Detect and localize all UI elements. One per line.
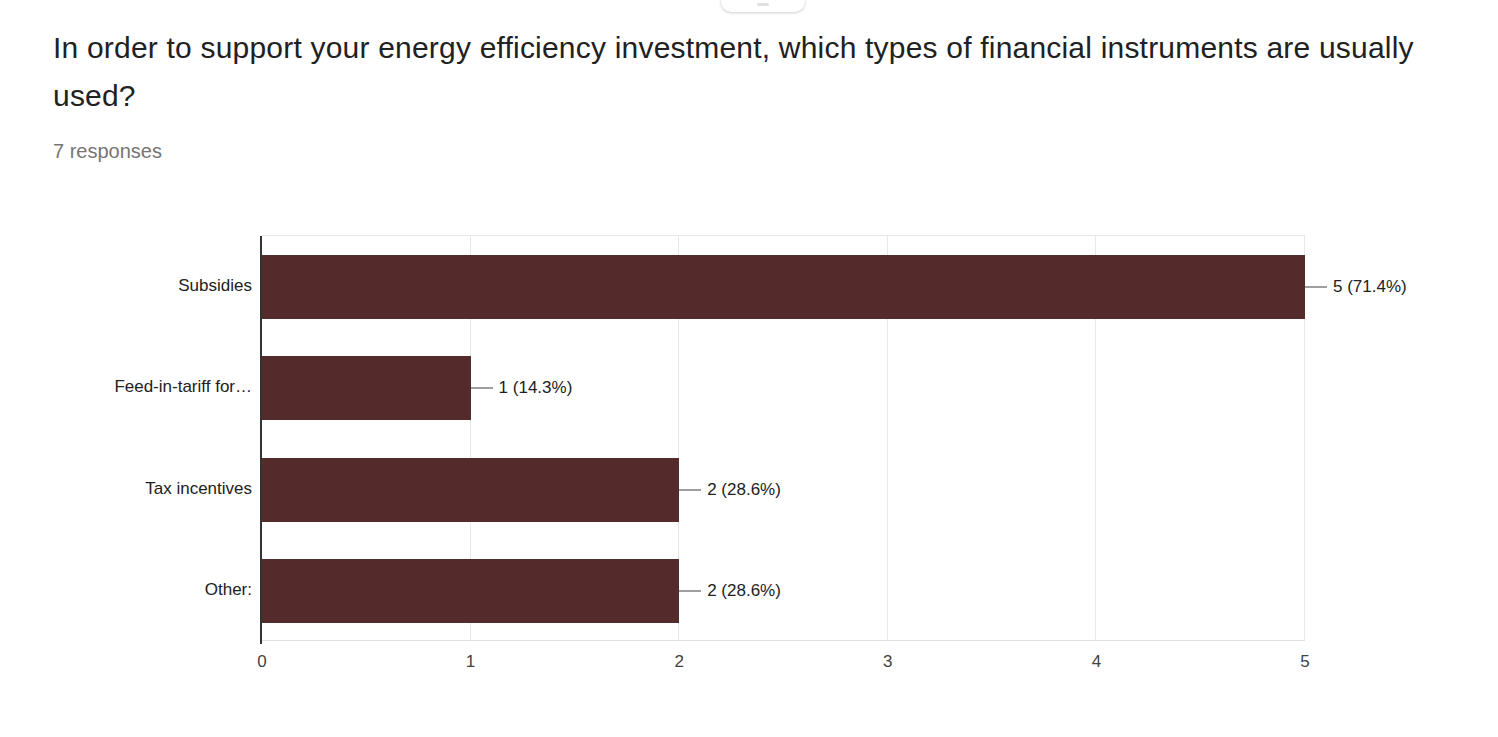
copy-tooltip-remnant[interactable] (721, 0, 805, 12)
x-tick-label: 3 (883, 652, 892, 672)
bar (262, 255, 1305, 319)
bar (262, 458, 679, 522)
x-tick-label: 4 (1092, 652, 1101, 672)
connector-line (679, 489, 701, 491)
bar (262, 559, 679, 623)
bar-value-label: 2 (28.6%) (707, 581, 781, 601)
bar-value-group: 2 (28.6%) (679, 458, 781, 522)
x-tick-label: 1 (466, 652, 475, 672)
x-tick-label: 0 (257, 652, 266, 672)
bar-value-group: 2 (28.6%) (679, 559, 781, 623)
connector-line (1305, 286, 1327, 288)
connector-line (471, 387, 493, 389)
category-label-column: Subsidies Feed-in-tariff for… Tax incentiv… (0, 235, 256, 641)
tooltip-icon-fragment (757, 3, 769, 6)
category-label: Feed-in-tariff for… (0, 377, 252, 397)
connector-line (679, 590, 701, 592)
x-tick-label: 5 (1300, 652, 1309, 672)
category-label: Subsidies (0, 276, 252, 296)
category-label: Other: (0, 580, 252, 600)
bar-value-label: 1 (14.3%) (499, 378, 573, 398)
x-axis-tick-row: 012345 (262, 652, 1305, 678)
survey-response-chart: In order to support your energy efficien… (0, 0, 1498, 737)
bar-value-group: 5 (71.4%) (1305, 255, 1407, 319)
x-tick-label: 2 (674, 652, 683, 672)
bar-value-group: 1 (14.3%) (471, 356, 573, 420)
response-count: 7 responses (53, 140, 162, 163)
bar-value-label: 2 (28.6%) (707, 480, 781, 500)
bar-value-label: 5 (71.4%) (1333, 277, 1407, 297)
plot-area: 5 (71.4%)1 (14.3%)2 (28.6%)2 (28.6%) (262, 235, 1305, 641)
question-title: In order to support your energy efficien… (53, 24, 1443, 120)
bar (262, 356, 471, 420)
category-label: Tax incentives (0, 479, 252, 499)
